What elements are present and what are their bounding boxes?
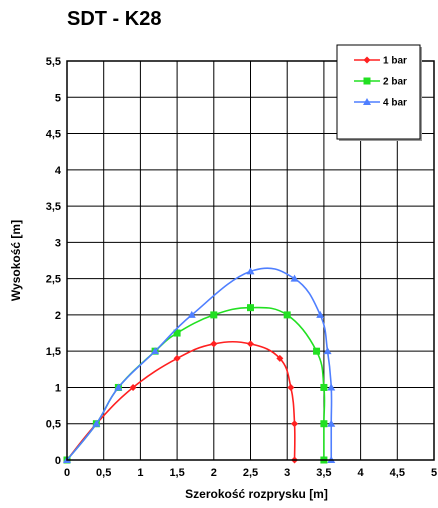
plot-frame	[66, 60, 435, 461]
y-tick-label: 3	[55, 237, 61, 249]
legend-entry: 2 bar	[354, 77, 407, 88]
legend-box	[336, 44, 421, 140]
chart-title: SDT - K28	[67, 8, 162, 30]
data-point	[187, 310, 196, 318]
data-point	[210, 340, 218, 348]
x-tick-label: 4	[358, 467, 365, 479]
series-line	[66, 306, 326, 461]
y-tick-label: 1	[55, 382, 61, 394]
x-axis-label: Szerokość rozprysku [m]	[185, 487, 328, 501]
series-1	[63, 304, 328, 464]
x-tick-label: 4,5	[390, 467, 405, 479]
legend-marker	[363, 56, 371, 64]
data-point	[92, 419, 101, 427]
x-tick-label: 5	[431, 467, 437, 479]
y-tick-label: 0	[55, 455, 61, 467]
y-tick-label: 2	[55, 310, 61, 322]
y-tick-label: 2,5	[46, 274, 61, 286]
x-tick-label: 3,5	[316, 467, 331, 479]
legend-entry: 4 bar	[354, 98, 407, 109]
y-tick-label: 4	[55, 165, 62, 177]
data-point	[291, 420, 299, 428]
data-point	[114, 383, 123, 391]
y-tick-label: 1,5	[46, 346, 61, 358]
y-tick-label: 3,5	[46, 201, 61, 213]
x-tick-label: 2,5	[243, 467, 258, 479]
legend-entry: 1 bar	[354, 56, 407, 67]
data-point	[320, 420, 328, 428]
y-axis-label: Wysokość [m]	[9, 220, 23, 301]
legend-label: 2 bar	[383, 77, 407, 88]
data-point	[323, 347, 332, 355]
legend-label: 4 bar	[383, 98, 407, 109]
data-point	[247, 340, 254, 348]
y-tick-label: 5	[55, 92, 61, 104]
ticks: 0 0,5 1 1,5 2 2,5 3 3,5 4 4,5 5 0 0,5 1 1,5 2 2,5 3 3,5 4 4,…	[46, 56, 437, 479]
data-point	[327, 419, 336, 427]
data-point	[247, 304, 254, 312]
data-point	[320, 383, 328, 391]
data-point	[283, 311, 291, 319]
legend: 1 bar 2 bar 4 bar	[336, 44, 422, 141]
data-point	[129, 383, 137, 391]
series-line	[66, 340, 296, 461]
legend-marker	[363, 77, 371, 85]
y-tick-label: 4,5	[46, 129, 61, 141]
data-point	[287, 383, 295, 391]
data-point	[276, 354, 284, 362]
data-point	[327, 383, 336, 391]
series-2	[63, 267, 336, 463]
series	[63, 267, 336, 464]
data-point	[290, 274, 299, 282]
data-point	[151, 347, 160, 355]
x-tick-label: 3	[284, 467, 290, 479]
data-point	[313, 347, 321, 355]
series-line	[66, 267, 333, 461]
x-tick-label: 1,5	[169, 467, 184, 479]
data-point	[173, 354, 181, 362]
legend-label: 1 bar	[383, 56, 407, 67]
y-tick-label: 0,5	[46, 419, 61, 431]
x-tick-label: 2	[211, 467, 217, 479]
x-tick-label: 1	[137, 467, 143, 479]
series-0	[63, 340, 299, 464]
data-point	[316, 310, 325, 318]
x-tick-label: 0	[64, 467, 70, 479]
legend-marker	[363, 98, 371, 105]
y-tick-label: 5,5	[46, 56, 61, 68]
data-point	[173, 329, 181, 337]
x-tick-label: 0,5	[96, 467, 111, 479]
data-point	[246, 267, 255, 275]
data-point	[210, 311, 218, 319]
